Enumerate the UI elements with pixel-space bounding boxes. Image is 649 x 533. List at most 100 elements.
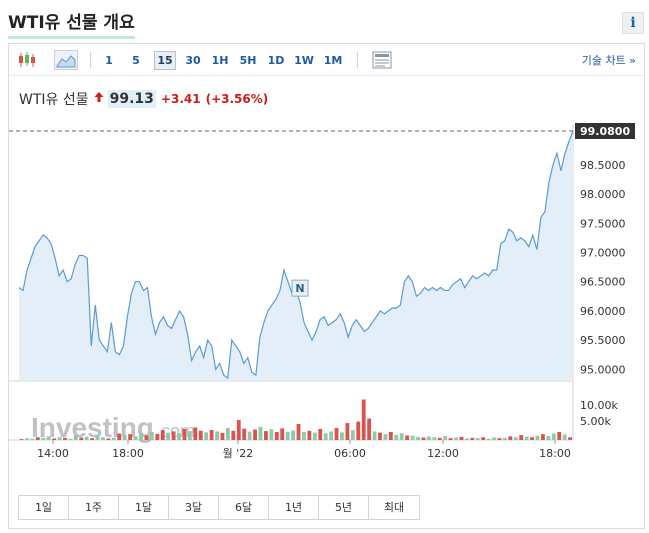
volume-bar [340,432,344,440]
volume-bar [497,438,502,440]
area-chart-icon[interactable] [54,50,78,70]
volume-bar [52,438,57,440]
volume-bar [139,432,143,440]
volume-bar [437,437,442,440]
volume-bar [513,437,518,440]
timeframe-1w[interactable]: 1W [294,54,314,67]
range-selector: 1일 1주 1달 3달 6달 1년 5년 최대 [18,495,420,520]
y-tick-label: 98.0000 [580,188,626,201]
timeframe-1[interactable]: 1 [105,54,113,67]
chart-toolbar: 1 5 15 30 1H 5H 1D 1W 1M 기술 차트 » [9,44,644,76]
range-1mo[interactable]: 1달 [119,496,169,519]
volume-bar [557,432,562,440]
volume-bar [448,438,453,440]
x-tick-label: 월 '22 [223,447,254,460]
x-tick-label: 12:00 [427,447,459,460]
timeframe-30[interactable]: 30 [185,54,201,67]
volume-bar [307,430,312,440]
timeframe-1d[interactable]: 1D [267,54,285,67]
news-event-marker-label: N [295,282,304,295]
volume-bar [443,436,448,440]
volume-bar [551,433,556,440]
timeframe-5[interactable]: 5 [132,54,140,67]
volume-bar [101,437,105,440]
volume-bar [492,437,496,440]
volume-bar [73,435,78,440]
volume-bar [79,437,84,440]
volume-bar [133,436,138,440]
quote-header: WTI유 선물 99.13 +3.41 (+3.56%) [19,89,268,109]
volume-bar [421,437,426,440]
volume-bar [187,431,192,440]
volume-bar [198,430,203,440]
volume-bar [323,433,328,440]
volume-bar [166,432,171,440]
volume-bar [459,436,464,440]
volume-bar [177,433,181,440]
info-icon[interactable]: i [622,12,644,34]
range-1d[interactable]: 1일 [19,496,69,519]
range-1w[interactable]: 1주 [69,496,119,519]
timeframe-5h[interactable]: 5H [239,54,257,67]
x-tick-label: 18:00 [539,447,571,460]
volume-bar [388,432,393,440]
technical-chart-link[interactable]: 기술 차트 » [581,54,636,67]
y-tick-label: 96.5000 [580,276,626,289]
timeframe-1m[interactable]: 1M [323,54,343,67]
volume-bar [253,429,257,440]
range-3mo[interactable]: 3달 [169,496,219,519]
y-tick-label: 97.0000 [580,246,626,259]
volume-bar [416,436,420,440]
current-price-label: 99.0800 [580,125,630,138]
volume-bar [193,427,198,440]
volume-bar [57,437,62,440]
volume-bar [568,437,572,440]
timeframe-15[interactable]: 15 [154,51,176,70]
toolbar-divider [90,52,91,68]
volume-bar [318,428,323,440]
volume-bar [204,432,209,440]
volume-bar [182,428,187,440]
volume-bar [399,433,404,440]
volume-bar [122,435,127,440]
volume-bar [426,436,431,440]
volume-bar [519,435,524,440]
investing-watermark: Investing [31,412,154,443]
volume-bar [546,436,551,440]
volume-bar [562,434,567,440]
volume-bar [302,432,306,440]
volume-bar [345,423,350,440]
volume-bar [350,430,355,440]
volume-bar [247,431,252,440]
volume-bar [30,438,35,440]
candlestick-chart-icon[interactable] [16,50,38,70]
volume-bar [209,429,214,440]
volume-bar [530,437,534,440]
volume-bar [46,436,51,440]
range-6mo[interactable]: 6달 [219,496,269,519]
range-1y[interactable]: 1년 [269,496,319,519]
range-5y[interactable]: 5년 [319,496,369,519]
y-tick-label: 95.0000 [580,363,626,376]
news-panel-icon[interactable] [371,50,393,70]
timeframe-1h[interactable]: 1H [211,54,229,67]
y-tick-label: 97.5000 [580,217,626,230]
volume-bar [220,432,225,440]
volume-bar [264,431,268,440]
volume-bar [63,437,67,440]
volume-bar [410,435,415,440]
volume-bar [111,437,116,440]
range-max[interactable]: 최대 [369,496,419,519]
volume-bar [541,434,545,440]
volume-bar [149,432,154,440]
volume-bar [231,430,236,440]
volume-bar [269,429,274,440]
volume-bar [280,428,285,440]
volume-bar [19,439,24,440]
x-tick-label: 06:00 [334,447,366,460]
volume-bar [394,434,399,440]
last-price: 99.13 [107,90,156,108]
news-event-marker [291,279,309,297]
volume-bar [312,432,317,440]
volume-bar [160,430,165,440]
